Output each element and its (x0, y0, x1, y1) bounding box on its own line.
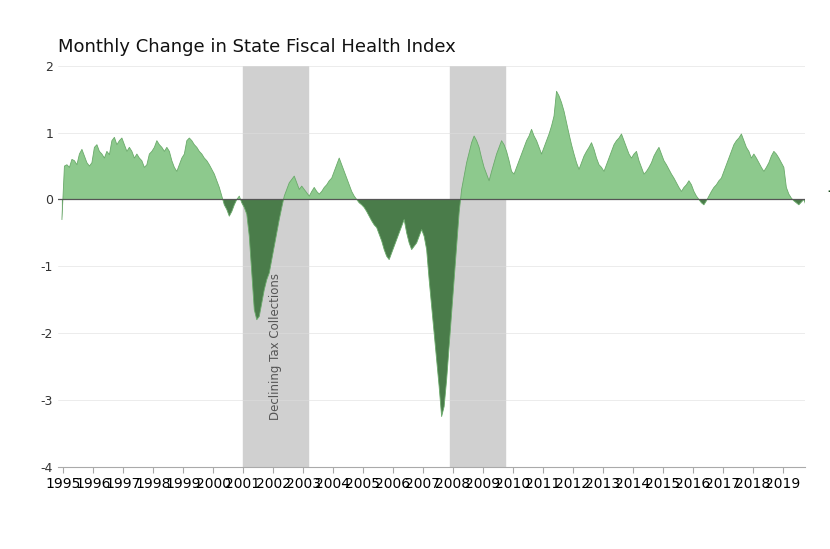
Text: Monthly Change in State Fiscal Health Index: Monthly Change in State Fiscal Health In… (58, 38, 456, 57)
Text: Declining Tax Collections: Declining Tax Collections (269, 273, 282, 420)
Bar (243, 66, 308, 467)
Text: -0.1: -0.1 (828, 185, 830, 198)
Bar (451, 66, 505, 467)
